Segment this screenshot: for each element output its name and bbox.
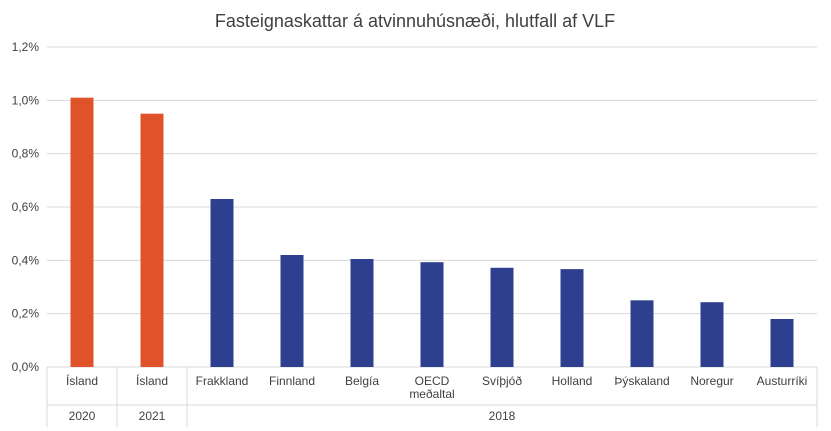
x-tick-label: OECD meðaltal [409, 374, 454, 401]
x-tick-label: Svíþjóð [482, 374, 522, 388]
y-tick-label: 0,4% [12, 253, 40, 267]
bar [770, 319, 794, 367]
bars [70, 97, 794, 368]
y-tick-label: 0,8% [12, 147, 40, 161]
y-tick-label: 0,2% [12, 307, 40, 321]
x-axis: Ísland Ísland Frakkland Finnland Belgía OECD m… [46, 367, 818, 427]
y-tick-label: 1,2% [12, 40, 40, 54]
bar [630, 300, 654, 367]
y-axis-tick-labels: 0,0% 0,2% 0,4% 0,6% 0,8% 1,0% 1,2% [12, 40, 40, 374]
x-tick-label: Holland [552, 374, 593, 388]
x-tick-label: Austurríki [757, 374, 808, 388]
bar [140, 113, 164, 368]
bar [280, 255, 304, 367]
x-tick-label: Finnland [269, 374, 315, 388]
x-tick-label: Frakkland [196, 374, 249, 388]
x-tick-label: Þýskaland [614, 374, 669, 388]
bar [210, 199, 234, 367]
bar [700, 302, 724, 367]
bar [70, 97, 94, 368]
group-label: 2021 [139, 409, 166, 423]
x-tick-label: Ísland [66, 373, 98, 388]
y-tick-label: 1,0% [12, 93, 40, 107]
bar [560, 269, 584, 367]
y-tick-label: 0,0% [12, 360, 40, 374]
group-label: 2020 [69, 409, 96, 423]
x-tick-label: Belgía [345, 374, 379, 388]
y-tick-label: 0,6% [12, 200, 40, 214]
bar [350, 259, 374, 367]
gridlines [47, 46, 817, 368]
bar [490, 267, 514, 367]
bar [420, 262, 444, 367]
x-tick-label: Noregur [690, 374, 733, 388]
x-tick-label: Ísland [136, 373, 168, 388]
group-label: 2018 [489, 409, 516, 423]
chart-title: Fasteignaskattar á atvinnuhúsnæði, hlutf… [215, 11, 615, 31]
